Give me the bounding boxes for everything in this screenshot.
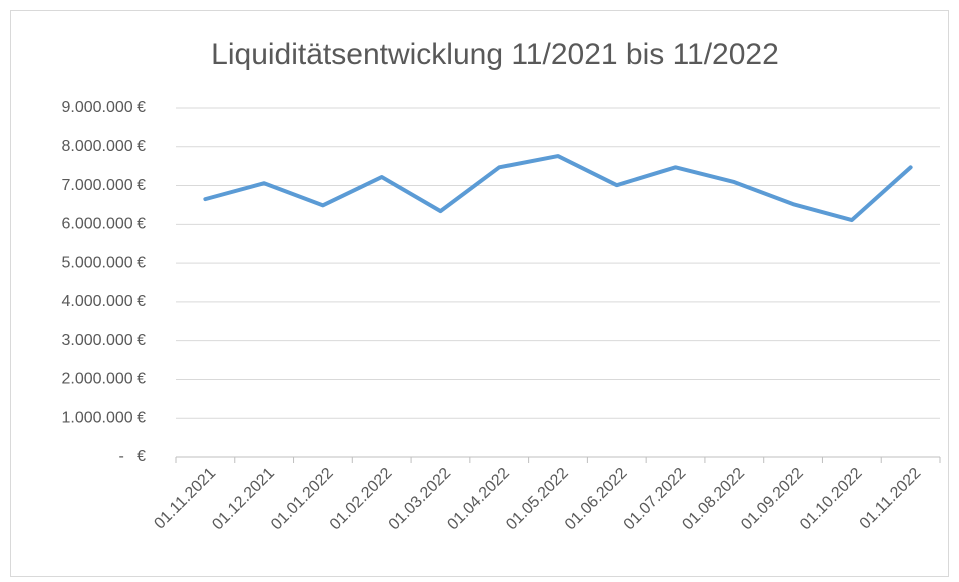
y-tick-label: 3.000.000 € [61, 332, 146, 349]
y-tick-label: 6.000.000 € [61, 216, 146, 233]
line-series [203, 154, 913, 223]
y-tick-label: 4.000.000 € [61, 293, 146, 310]
y-tick-label: 2.000.000 € [61, 371, 146, 388]
chart-title: Liquiditätsentwicklung 11/2021 bis 11/20… [211, 38, 779, 71]
y-tick-label: 9.000.000 € [61, 99, 146, 116]
y-tick-label: 7.000.000 € [61, 177, 146, 194]
y-tick-label: 1.000.000 € [61, 409, 146, 426]
y-tick-label: 5.000.000 € [61, 254, 146, 271]
chart-border [10, 10, 949, 577]
y-tick-label: - € [118, 448, 146, 465]
y-tick-label: 8.000.000 € [61, 138, 146, 155]
